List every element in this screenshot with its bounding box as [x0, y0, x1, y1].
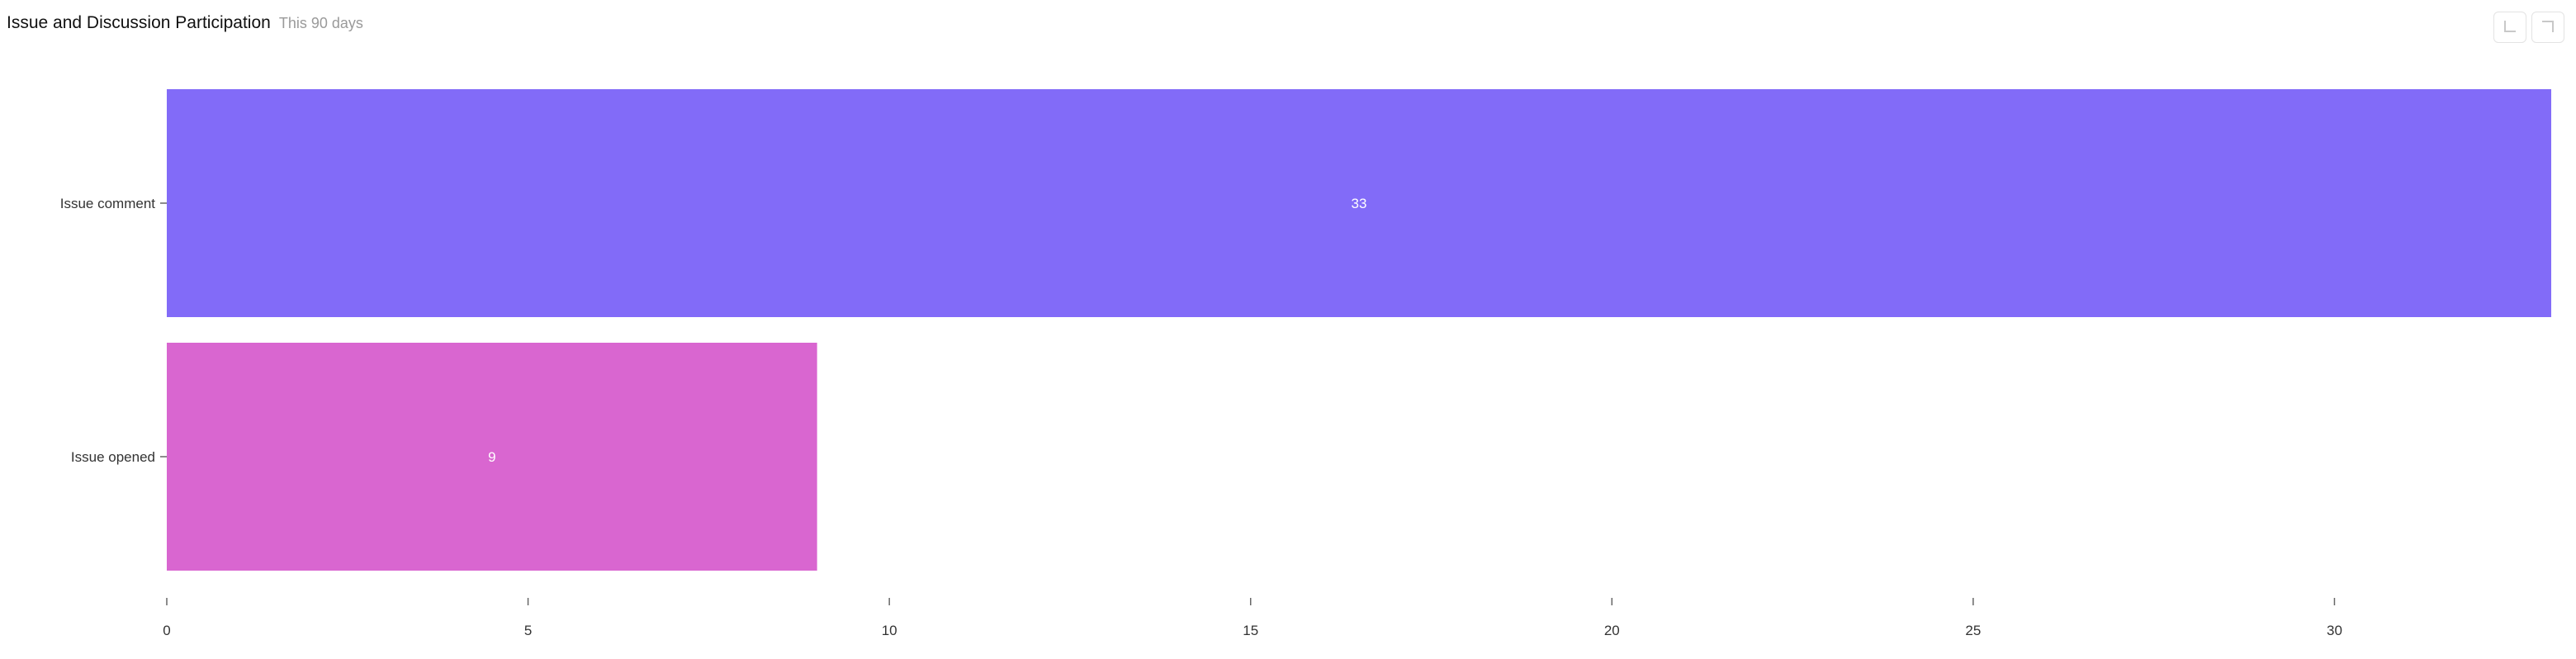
x-tick-label: 10 — [882, 623, 897, 638]
download-button[interactable] — [2493, 12, 2526, 43]
chart-toolbar — [2493, 12, 2564, 43]
bar-issue-opened — [167, 343, 817, 571]
y-category-label: Issue opened — [71, 449, 155, 465]
expand-button[interactable] — [2531, 12, 2564, 43]
x-tick-label: 0 — [163, 623, 170, 638]
x-tick-label: 30 — [2327, 623, 2342, 638]
bar-value-label: 33 — [1352, 196, 1367, 211]
y-category-label: Issue comment — [60, 196, 156, 211]
download-icon — [2504, 21, 2516, 32]
bar-issue-comment — [167, 89, 2551, 317]
chart-title: Issue and Discussion Participation — [7, 13, 271, 32]
x-tick-label: 25 — [1965, 623, 1981, 638]
x-tick-label: 5 — [524, 623, 532, 638]
chart-subtitle: This 90 days — [278, 15, 363, 31]
expand-icon — [2542, 21, 2554, 32]
bar-value-label: 9 — [488, 449, 495, 465]
x-tick-label: 20 — [1604, 623, 1620, 638]
chart-header: Issue and Discussion Participation This … — [7, 13, 363, 33]
x-tick-label: 15 — [1243, 623, 1258, 638]
